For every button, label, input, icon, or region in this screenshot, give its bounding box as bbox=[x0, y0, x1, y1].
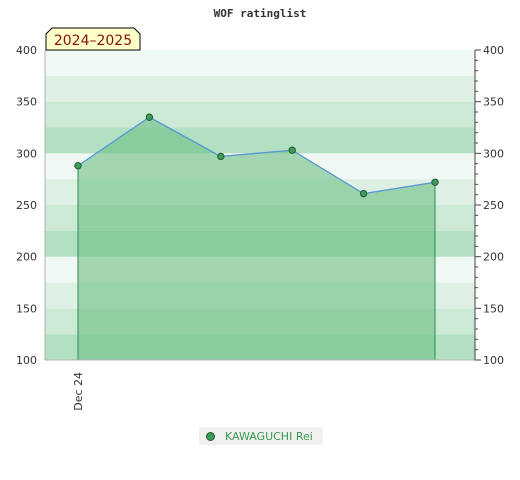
y-tick-label-left: 150 bbox=[16, 302, 37, 315]
background-band bbox=[45, 75, 475, 102]
legend-label: KAWAGUCHI Rei bbox=[225, 429, 313, 443]
legend-marker-icon bbox=[206, 431, 215, 441]
series-line bbox=[77, 116, 436, 195]
y-tick-label-left: 200 bbox=[16, 251, 37, 264]
y-tick-label-right: 250 bbox=[483, 199, 504, 212]
y-tick-label-right: 350 bbox=[483, 96, 504, 109]
series-area bbox=[74, 113, 439, 361]
data-point bbox=[431, 178, 439, 186]
y-tick-label-right: 150 bbox=[483, 302, 504, 315]
background-band bbox=[45, 101, 475, 128]
y-tick-label-right: 200 bbox=[483, 251, 504, 264]
x-tick-label: Dec 24 bbox=[72, 372, 85, 411]
y-tick-label-left: 100 bbox=[16, 354, 37, 367]
data-point bbox=[288, 146, 296, 154]
data-point bbox=[217, 152, 225, 161]
y-tick-label-left: 250 bbox=[16, 199, 37, 212]
background-band bbox=[45, 50, 475, 76]
legend: KAWAGUCHI Rei bbox=[199, 427, 323, 445]
y-tick-label-left: 300 bbox=[16, 147, 37, 160]
data-point bbox=[74, 162, 82, 170]
x-axis: Dec 24 bbox=[45, 359, 475, 411]
y-axis-left: 100 150 200 250 300 350 400 bbox=[16, 44, 46, 367]
data-point bbox=[145, 113, 154, 121]
y-tick-label-left: 350 bbox=[16, 96, 37, 109]
chart-title: WOF ratinglist bbox=[214, 7, 307, 20]
season-badge-label: 2024–2025 bbox=[54, 33, 132, 49]
y-tick-label-left: 400 bbox=[16, 44, 37, 57]
y-tick-label-right: 400 bbox=[483, 44, 504, 57]
y-axis-right: 100 150 200 250 300 350 400 bbox=[474, 44, 504, 367]
y-tick-label-right: 300 bbox=[483, 147, 504, 160]
season-badge: 2024–2025 bbox=[45, 27, 141, 51]
y-tick-label-right: 100 bbox=[483, 354, 504, 367]
data-point bbox=[359, 189, 368, 198]
